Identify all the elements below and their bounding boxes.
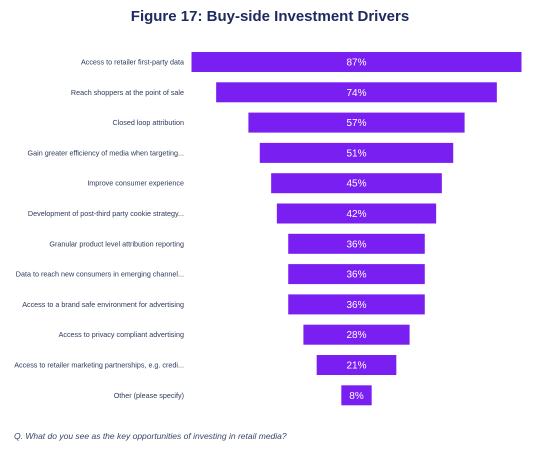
- category-label-11: Access to retailer marketing partnership…: [14, 361, 184, 370]
- bar-5: [271, 173, 442, 194]
- value-label-5: 45%: [346, 179, 366, 190]
- bar-11: [316, 355, 397, 375]
- value-label-9: 36%: [346, 300, 366, 311]
- bar-12: [341, 385, 372, 406]
- category-label-6: Development of post-third party cookie s…: [28, 209, 184, 218]
- chart-title: Figure 17: Buy-side Investment Drivers: [130, 8, 410, 25]
- bar-9: [288, 294, 425, 315]
- value-label-1: 87%: [346, 58, 366, 69]
- category-label-1: Access to retailer first-party data: [81, 58, 184, 67]
- bar-1: [191, 52, 522, 72]
- bar-7: [288, 233, 425, 254]
- category-label-5: Improve consumer experience: [87, 179, 184, 188]
- value-label-6: 42%: [346, 209, 366, 220]
- bar-2: [216, 82, 497, 103]
- value-label-4: 51%: [346, 148, 366, 159]
- value-label-11: 21%: [346, 361, 366, 372]
- category-label-12: Other (please specify): [114, 391, 184, 400]
- bar-6: [276, 203, 437, 224]
- value-label-2: 74%: [346, 88, 366, 99]
- value-label-3: 57%: [346, 118, 366, 129]
- category-label-4: Gain greater efficiency of media when ta…: [28, 148, 184, 157]
- category-label-2: Reach shoppers at the point of sale: [71, 88, 184, 97]
- category-label-10: Access to privacy compliant advertising: [59, 330, 184, 339]
- bar-10: [303, 324, 410, 345]
- value-label-8: 36%: [346, 270, 366, 281]
- survey-question: Q. What do you see as the key opportunit…: [14, 431, 287, 441]
- bar-4: [259, 142, 454, 163]
- bar-3: [248, 112, 465, 133]
- value-label-7: 36%: [346, 239, 366, 250]
- value-label-12: 8%: [349, 391, 364, 402]
- category-label-9: Access to a brand safe environment for a…: [22, 300, 184, 309]
- bar-8: [288, 264, 425, 285]
- category-label-3: Closed loop attribution: [112, 118, 184, 127]
- category-label-7: Granular product level attribution repor…: [49, 239, 184, 248]
- value-label-10: 28%: [346, 330, 366, 341]
- category-label-8: Data to reach new consumers in emerging …: [16, 270, 184, 279]
